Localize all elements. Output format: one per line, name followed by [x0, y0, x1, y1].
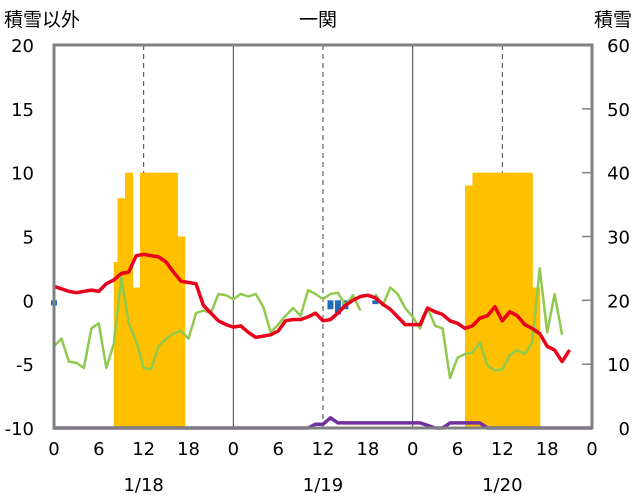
left-axis-title: 積雪以外 — [4, 9, 80, 31]
snow-depth-bar — [162, 172, 171, 428]
x-hour-tick-label: 0 — [48, 439, 59, 460]
x-hour-tick-label: 0 — [407, 439, 418, 460]
snow-depth-bar — [124, 172, 134, 428]
snow-depth-bar — [532, 287, 541, 428]
right-y-tick-label: 30 — [607, 228, 630, 249]
left-y-tick-label: 20 — [11, 36, 34, 57]
snow-depth-bar — [472, 172, 481, 428]
x-date-label: 1/18 — [123, 475, 163, 496]
snow-depth-bar — [509, 172, 518, 428]
x-hour-tick-label: 6 — [93, 439, 104, 460]
left-y-tick-label: -10 — [5, 419, 34, 440]
right-y-tick-label: 60 — [607, 36, 630, 57]
x-hour-tick-label: 18 — [356, 439, 379, 460]
x-date-label: 1/20 — [482, 475, 522, 496]
right-y-tick-label: 10 — [607, 355, 630, 376]
right-y-tick-label: 0 — [619, 419, 630, 440]
right-axis-title: 積雪 — [594, 9, 632, 31]
snow-depth-bar — [147, 172, 156, 428]
snow-depth-bar — [117, 198, 126, 428]
left-y-tick-label: -5 — [16, 355, 34, 376]
snow-depth-bars — [113, 172, 541, 428]
right-y-tick-label: 40 — [607, 164, 630, 185]
snow-depth-bar — [132, 287, 141, 428]
chart-title: 一関 — [299, 9, 337, 31]
snow-depth-bar — [487, 172, 496, 428]
snow-depth-bar — [169, 172, 178, 428]
x-hour-tick-label: 6 — [272, 439, 283, 460]
plot-frame — [52, 43, 594, 430]
x-hour-tick-label: 12 — [132, 439, 155, 460]
left-y-tick-label: 0 — [23, 291, 34, 312]
green-series-line — [53, 267, 564, 380]
snow-depth-bar — [517, 172, 526, 428]
x-hour-tick-label: 0 — [586, 439, 597, 460]
snow-depth-bar — [502, 172, 511, 428]
precipitation-bar — [372, 300, 379, 305]
x-hour-tick-label: 18 — [177, 439, 200, 460]
left-y-tick-label: 5 — [23, 228, 34, 249]
snow-depth-bar — [139, 172, 149, 428]
plot-border — [52, 43, 594, 430]
snow-depth-bar — [479, 172, 488, 428]
snow-depth-bar — [524, 172, 533, 428]
x-hour-tick-label: 18 — [536, 439, 559, 460]
snow-depth-bar — [494, 172, 503, 428]
precipitation-bar — [334, 300, 341, 315]
precipitation-bar — [327, 300, 334, 310]
snow-depth-bar — [154, 172, 163, 428]
snow-depth-bar — [464, 185, 474, 428]
x-hour-tick-label: 6 — [452, 439, 463, 460]
right-y-tick-label: 20 — [607, 291, 630, 312]
x-date-label: 1/19 — [303, 475, 343, 496]
x-hour-tick-label: 0 — [228, 439, 239, 460]
sunshine-line — [54, 416, 592, 430]
x-hour-tick-label: 12 — [491, 439, 514, 460]
temperature-line — [53, 252, 572, 364]
series-lines — [53, 252, 592, 430]
x-hour-tick-label: 12 — [312, 439, 335, 460]
left-y-tick-label: 15 — [11, 100, 34, 121]
left-y-tick-label: 10 — [11, 164, 34, 185]
right-y-tick-label: 50 — [607, 100, 630, 121]
